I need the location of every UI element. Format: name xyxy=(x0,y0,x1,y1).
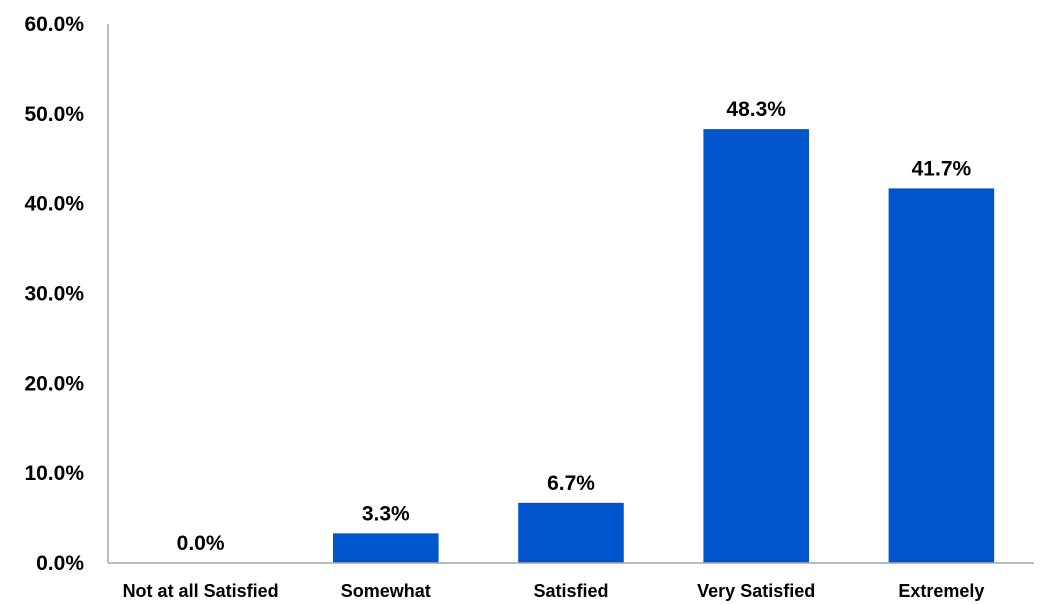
data-labels: 0.0% 3.3% 6.7% 48.3% 41.7% xyxy=(177,98,972,555)
x-tick-label: Satisfied xyxy=(533,581,608,601)
data-label: 6.7% xyxy=(547,472,595,495)
data-label: 3.3% xyxy=(362,502,410,525)
bar xyxy=(888,188,995,563)
bar xyxy=(333,533,439,563)
data-label: 0.0% xyxy=(177,532,225,555)
x-tick-label: Extremely xyxy=(898,581,984,601)
bars xyxy=(333,129,995,564)
x-axis-labels: Not at all Satisfied Somewhat Satisfied Ver… xyxy=(123,581,985,601)
y-axis-ticks: 0.0% 10.0% 20.0% 30.0% 40.0% 50.0% 60.0% xyxy=(24,13,84,575)
x-tick-label: Somewhat xyxy=(341,581,431,601)
y-tick-label: 50.0% xyxy=(24,103,84,126)
y-tick-label: 20.0% xyxy=(24,372,84,395)
y-tick-label: 60.0% xyxy=(24,13,84,36)
x-tick-label: Very Satisfied xyxy=(697,581,815,601)
x-tick-label: Not at all Satisfied xyxy=(123,581,279,601)
bar xyxy=(518,502,624,563)
data-label: 41.7% xyxy=(912,157,972,180)
data-label: 48.3% xyxy=(726,98,786,121)
y-tick-label: 10.0% xyxy=(24,462,84,485)
y-tick-label: 30.0% xyxy=(24,283,84,306)
y-tick-label: 0.0% xyxy=(36,552,84,575)
y-tick-label: 40.0% xyxy=(24,193,84,216)
bar xyxy=(703,129,809,564)
